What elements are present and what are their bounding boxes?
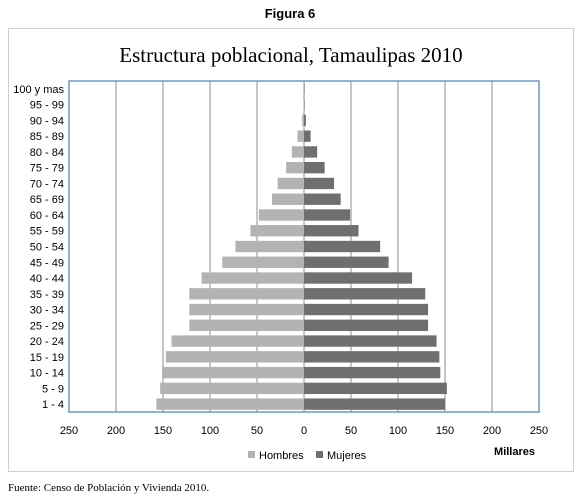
bar-hombres-2 (162, 366, 304, 379)
y-tick-label-11: 55 - 59 (30, 226, 64, 238)
bar-hombres-13 (272, 193, 304, 205)
bar-mujeres-5 (304, 319, 429, 331)
bar-mujeres-16 (304, 146, 318, 158)
bar-hombres-19 (303, 98, 305, 111)
bar-mujeres-3 (304, 351, 440, 363)
bar-mujeres-9 (304, 256, 389, 268)
plot-area: 1 - 4 5 - 9 10 - 14 15 - 19 20 - 24 25 - 29 30… (13, 80, 548, 462)
x-tick-label-3: 100 (201, 425, 219, 437)
bar-hombres-10 (235, 240, 304, 253)
legend-label-0: Hombres (259, 450, 304, 462)
legend-label-1: Mujeres (327, 450, 367, 462)
y-tick-label-3: 15 - 19 (30, 352, 64, 364)
y-tick-label-8: 40 - 44 (30, 273, 64, 285)
bar-hombres-7 (189, 288, 304, 300)
y-tick-label-9: 45 - 49 (30, 257, 64, 269)
bar-mujeres-10 (304, 240, 381, 253)
y-tick-label-14: 70 - 74 (30, 178, 64, 190)
bar-mujeres-7 (304, 288, 426, 300)
plot-border (68, 80, 540, 413)
y-tick-label-1: 5 - 9 (42, 383, 64, 395)
bar-mujeres-2 (304, 366, 441, 379)
x-tick-label-5: 0 (301, 425, 307, 437)
x-tick-label-6: 50 (345, 425, 357, 437)
bar-hombres-17 (297, 130, 304, 142)
y-tick-label-13: 65 - 69 (30, 194, 64, 206)
y-tick-label-16: 80 - 84 (30, 147, 64, 159)
bar-mujeres-14 (304, 177, 335, 190)
legend-swatch-1 (316, 451, 323, 458)
x-axis-label: Millares (494, 446, 535, 458)
x-tick-label-10: 250 (530, 425, 548, 437)
bar-mujeres-1 (304, 382, 447, 395)
x-tick-label-8: 150 (436, 425, 454, 437)
x-tick-label-4: 50 (251, 425, 263, 437)
y-tick-label-12: 60 - 64 (30, 210, 64, 222)
figure-label: Figura 6 (264, 6, 316, 21)
bar-mujeres-20 (304, 83, 305, 95)
bar-hombres-6 (189, 303, 304, 316)
bar-mujeres-8 (304, 272, 413, 284)
bar-hombres-4 (171, 335, 304, 347)
bar-hombres-1 (160, 382, 304, 395)
bar-hombres-8 (201, 272, 304, 284)
bar-mujeres-0 (304, 398, 445, 410)
bar-hombres-14 (277, 177, 304, 190)
bar-mujeres-11 (304, 225, 359, 237)
bar-hombres-0 (156, 398, 304, 410)
y-tick-label-18: 90 - 94 (30, 115, 64, 127)
bar-hombres-16 (291, 146, 304, 158)
chart-frame (8, 28, 574, 472)
bar-hombres-3 (165, 351, 304, 363)
y-tick-label-15: 75 - 79 (30, 163, 64, 175)
bar-mujeres-17 (304, 130, 311, 142)
bar-mujeres-18 (304, 114, 306, 127)
population-pyramid-chart: Estructura poblacional, Tamaulipas 2010 … (13, 43, 548, 462)
x-tick-label-0: 250 (60, 425, 78, 437)
y-tick-label-20: 100 y mas (13, 84, 64, 96)
bar-hombres-12 (258, 209, 304, 221)
y-tick-label-4: 20 - 24 (30, 336, 64, 348)
bar-hombres-5 (189, 319, 304, 331)
x-tick-label-1: 200 (107, 425, 125, 437)
x-tick-label-7: 100 (389, 425, 407, 437)
x-tick-label-2: 150 (154, 425, 172, 437)
chart-title: Estructura poblacional, Tamaulipas 2010 (119, 43, 462, 67)
bar-mujeres-19 (304, 98, 305, 111)
legend-swatch-0 (248, 451, 255, 458)
bar-mujeres-4 (304, 335, 437, 347)
y-tick-label-17: 85 - 89 (30, 131, 64, 143)
y-tick-label-0: 1 - 4 (42, 399, 64, 411)
y-tick-label-7: 35 - 39 (30, 289, 64, 301)
bar-hombres-15 (286, 162, 304, 174)
bar-hombres-9 (222, 256, 304, 268)
source-note: Fuente: Censo de Población y Vivienda 20… (8, 482, 210, 494)
y-tick-label-5: 25 - 29 (30, 320, 64, 332)
y-tick-label-19: 95 - 99 (30, 100, 64, 112)
bar-mujeres-6 (304, 303, 429, 316)
y-tick-label-2: 10 - 14 (30, 368, 64, 380)
bar-hombres-11 (250, 225, 304, 237)
x-tick-label-9: 200 (483, 425, 501, 437)
bar-mujeres-13 (304, 193, 341, 205)
y-tick-label-6: 30 - 34 (30, 305, 64, 317)
bar-mujeres-12 (304, 209, 351, 221)
bar-mujeres-15 (304, 162, 325, 174)
bar-hombres-18 (302, 114, 304, 127)
y-tick-label-10: 50 - 54 (30, 242, 64, 254)
